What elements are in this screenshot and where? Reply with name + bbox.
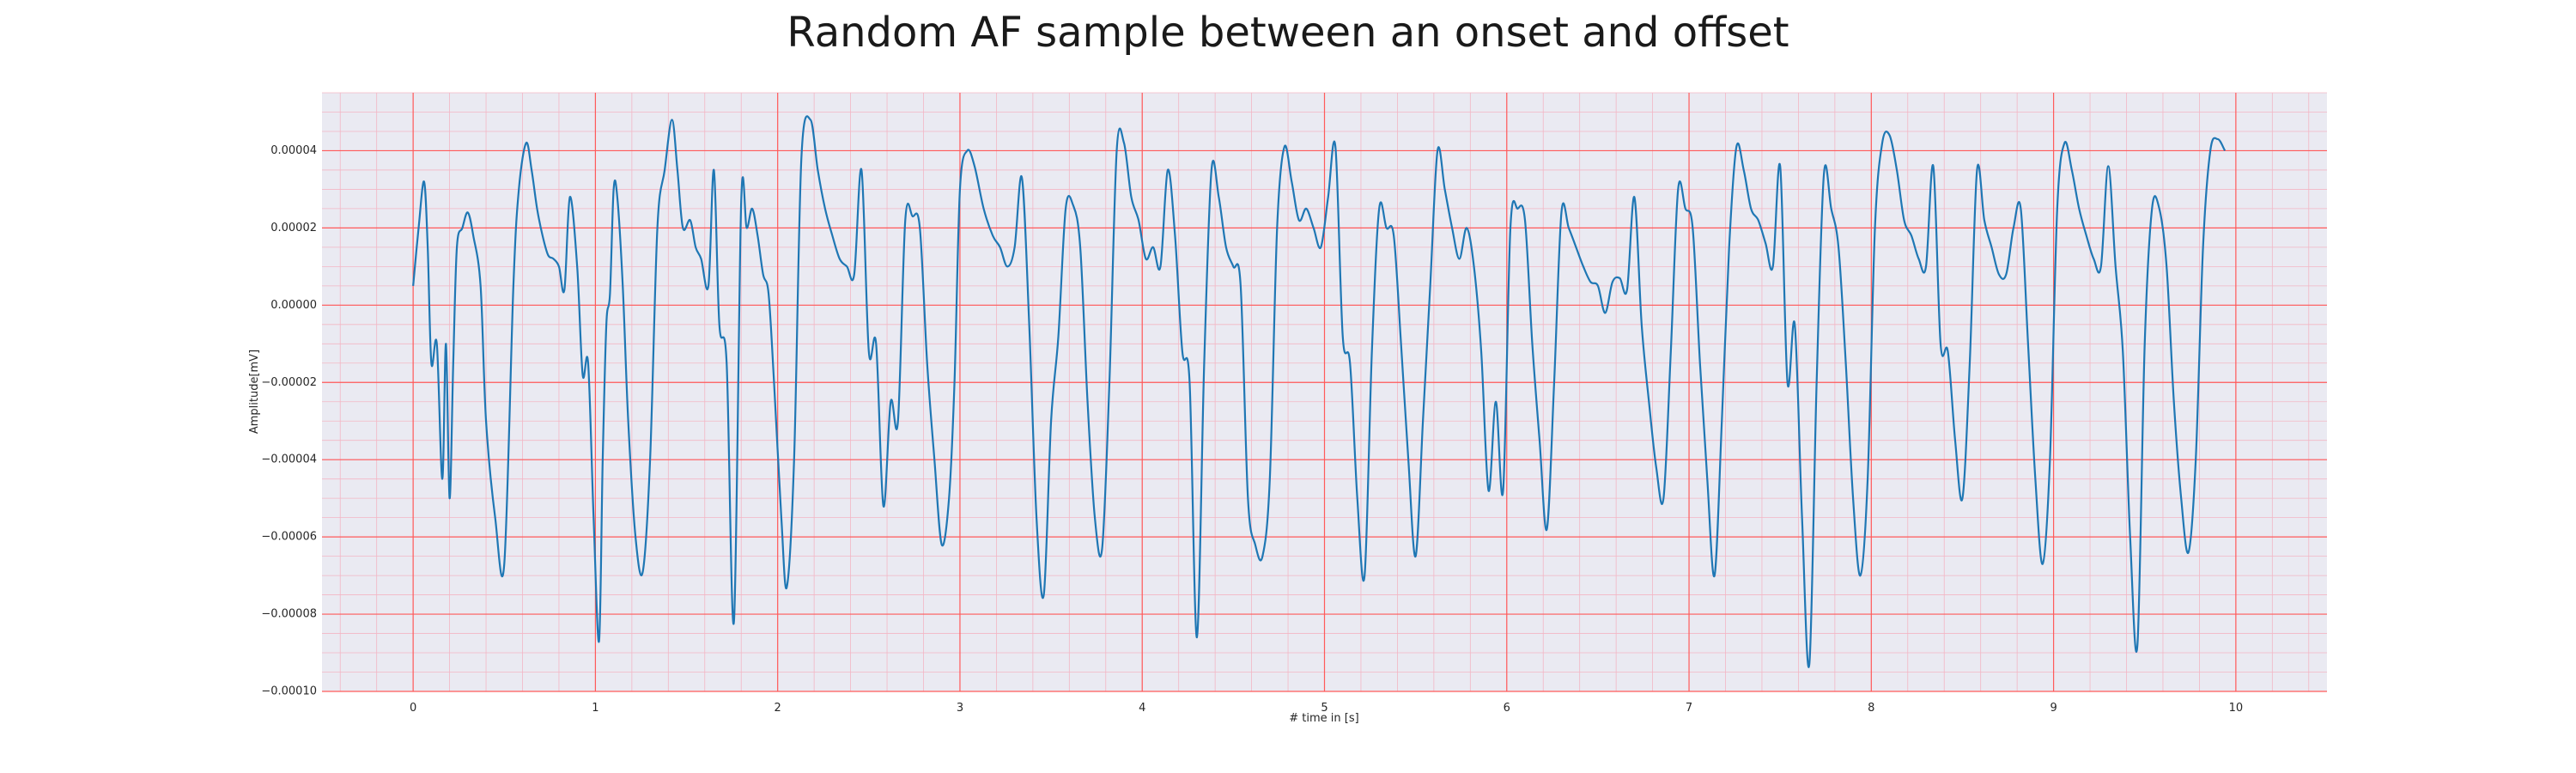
y-tick-label: −0.00006 [261,531,317,544]
x-tick-label: 9 [2050,702,2057,715]
x-tick-label: 4 [1139,702,1145,715]
x-tick-label: 1 [592,702,598,715]
major-grid [322,93,2327,692]
x-tick-label: 7 [1686,702,1692,715]
x-tick-label: 10 [2229,702,2244,715]
x-axis-ticks: 0 1 2 3 4 5 6 7 8 9 10 [410,702,2243,715]
series-line-ecg [412,115,2227,668]
x-axis-label: # time in [s] [1289,712,1358,725]
x-tick-label: 2 [775,702,781,715]
y-axis-label: Amplitude[mV] [248,350,261,434]
x-tick-label: 5 [1321,702,1327,715]
y-tick-label: −0.00010 [261,685,317,698]
y-axis-ticks: −0.00010 −0.00008 −0.00006 −0.00004 −0.00002… [261,144,317,698]
chart-title: Random AF sample between an onset and of… [787,9,1789,57]
y-tick-label: 0.00000 [270,299,317,312]
x-tick-label: 8 [1868,702,1874,715]
y-tick-label: −0.00002 [261,376,317,389]
y-tick-label: 0.00004 [270,144,317,157]
x-tick-label: 3 [957,702,963,715]
x-tick-label: 6 [1504,702,1510,715]
y-tick-label: 0.00002 [270,222,317,234]
x-tick-label: 0 [410,702,416,715]
y-tick-label: −0.00004 [261,453,317,466]
y-tick-label: −0.00008 [261,608,317,621]
